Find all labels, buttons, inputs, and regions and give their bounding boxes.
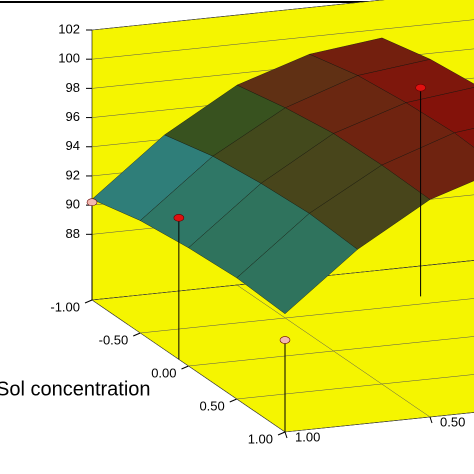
x-tick-label: 0.50 (199, 398, 224, 413)
surface-patch (236, 213, 358, 315)
grid-line (236, 284, 431, 418)
tick-mark (429, 416, 433, 424)
grid-line (91, 299, 286, 433)
x-tick-label: -0.50 (99, 332, 129, 347)
design-point (173, 214, 185, 222)
z-tick-label: 96 (66, 109, 80, 124)
x-tick-label: -1.00 (50, 299, 80, 314)
design-point (86, 198, 98, 207)
grid-line (91, 260, 474, 301)
z-tick-label: 90 (66, 197, 80, 212)
surface-patch (453, 128, 474, 148)
y-tick-label: 0.50 (440, 414, 465, 429)
design-point (279, 336, 291, 344)
z-tick-label: 94 (66, 138, 80, 153)
z-tick-label: 98 (66, 80, 80, 95)
grid-line (140, 298, 474, 334)
tick-mark (181, 365, 189, 370)
grid-line (91, 19, 474, 60)
y-tick-label: 1.00 (295, 429, 320, 444)
x-tick-label: 1.00 (248, 431, 273, 446)
design-point (415, 83, 426, 92)
grid-line (236, 374, 474, 400)
tick-mark (133, 332, 141, 337)
x-axis-label: Sol concentration (0, 378, 151, 400)
grid-line (284, 412, 474, 433)
x-tick-label: 0.00 (151, 365, 176, 380)
z-tick-label: 92 (66, 167, 80, 182)
tick-mark (84, 299, 93, 304)
z-tick-label: 88 (66, 226, 80, 241)
z-tick-label: 100 (58, 51, 80, 66)
tick-mark (229, 398, 237, 403)
grid-line (91, 0, 385, 31)
z-tick-label: 102 (58, 21, 80, 36)
tick-mark (284, 431, 288, 439)
tick-mark (277, 431, 286, 436)
